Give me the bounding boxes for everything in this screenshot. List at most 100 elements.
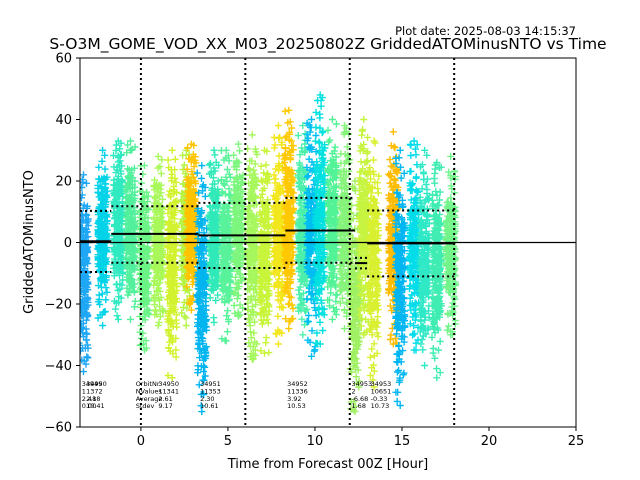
annotation-line: 10.61 [200, 402, 219, 410]
annotation-line: Stdev [136, 402, 155, 410]
y-tick-label: 60 [55, 52, 72, 67]
data-strip [256, 146, 273, 357]
annotation-line: 10.53 [287, 402, 306, 410]
stdev-lines [80, 196, 455, 278]
y-tick-label: −40 [45, 359, 72, 374]
annotation-line: 34953 [351, 380, 372, 388]
x-axis-title: Time from Forecast 00Z [Hour] [227, 457, 429, 472]
annotation-line: 34949 [82, 380, 103, 388]
orbit-annotation: 34950 1372 2.18 10.41 [86, 380, 107, 410]
data-strip [392, 146, 409, 409]
strip-points [336, 122, 353, 333]
data-strip [355, 116, 372, 339]
y-axis-title: GriddedATOMinusNTO [22, 170, 37, 314]
data-strip [428, 159, 445, 382]
strip-points [80, 171, 92, 376]
y-tick-label: 20 [55, 175, 72, 190]
orbit-annotation: 34949 1 2.48 0.00 [82, 380, 103, 410]
annotation-line: NValues [136, 387, 163, 395]
strip-points [217, 146, 235, 345]
y-axis: −60 −40 −20 0 20 40 60 [45, 52, 80, 436]
annotation-line: 1372 [86, 387, 103, 395]
annotation-line: 11336 [287, 387, 308, 395]
data-strip [94, 146, 111, 329]
strip-points [150, 152, 167, 329]
strip-points [94, 146, 111, 329]
annotation-line: 10.41 [86, 402, 105, 410]
data-strip [205, 146, 223, 326]
x-tick-label: 0 [137, 434, 145, 449]
data-strip [136, 162, 153, 354]
data-strip [122, 137, 139, 323]
annotation-line: 0.00 [82, 402, 96, 410]
strip-points [324, 116, 341, 323]
annotation-line: -6.68 [351, 395, 368, 403]
data-strip [217, 146, 235, 345]
annotation-line: 34950 [86, 380, 107, 388]
strip-points [428, 159, 445, 382]
x-tick-label: 15 [394, 434, 411, 449]
strip-points [311, 91, 329, 348]
annotation-line: -0.33 [371, 395, 388, 403]
strip-points [136, 162, 153, 354]
annotation-line: Average [136, 395, 163, 403]
x-tick-label: 5 [224, 434, 232, 449]
annotation-line: 34950 [158, 380, 179, 388]
strip-points [392, 146, 409, 409]
y-tick-label: −20 [45, 298, 72, 313]
annotation-line: 3.92 [287, 395, 301, 403]
strip-points [205, 146, 223, 326]
strip-points [183, 140, 200, 314]
annotation-line: 2.48 [82, 395, 96, 403]
data-strip [110, 137, 127, 323]
y-tick-label: 40 [55, 113, 72, 128]
strip-points [110, 137, 127, 323]
strip-points [122, 137, 139, 323]
data-strip [311, 91, 329, 348]
orbit-annotation: 34953 10651 -0.33 10.73 [371, 380, 392, 410]
data-strip [336, 122, 353, 333]
x-axis: 0 5 10 15 20 25 [137, 427, 585, 449]
strip-points [355, 116, 372, 339]
annotation-line: 34953 [371, 380, 392, 388]
annotation-line: 34951 [200, 380, 221, 388]
annotation-line: 2.61 [158, 395, 172, 403]
x-tick-label: 10 [307, 434, 324, 449]
annotation-line: 10651 [371, 387, 392, 395]
annotation-line: OrbitNr [136, 380, 160, 388]
y-tick-label: −60 [45, 421, 72, 436]
annotation-line: 11341 [158, 387, 179, 395]
data-strip [442, 152, 459, 339]
orbit-annotation: 34952 11336 3.92 10.53 [287, 380, 308, 410]
annotation-line: 2.30 [200, 395, 214, 403]
data-strip [80, 171, 92, 376]
annotation-line: 2.18 [86, 395, 100, 403]
orbit-annotation: 34950 11341 2.61 9.17 [158, 380, 179, 410]
strip-points [416, 146, 433, 369]
annotation-line: 10.73 [371, 402, 390, 410]
annotation-line: 9.17 [158, 402, 172, 410]
data-strip [150, 152, 167, 329]
strip-points [164, 146, 181, 382]
strip-points [256, 146, 273, 357]
orbit-annotation: 34951 11353 2.30 10.61 [200, 380, 221, 410]
annotation-line: 2 [351, 387, 355, 395]
strip-points [280, 106, 297, 333]
data-strip [416, 146, 433, 369]
forecast-boundaries [139, 58, 456, 427]
data-strip [280, 106, 297, 333]
data-strip [164, 146, 181, 382]
orbit-annotation: 34953 2 -6.68 1.68 [351, 380, 372, 410]
orbit-annotation: OrbitNr NValues Average Stdev [136, 380, 163, 410]
annotation-line: 1.68 [351, 402, 365, 410]
strip-points [405, 137, 423, 354]
y-tick-label: 0 [64, 236, 72, 251]
data-points [80, 91, 459, 416]
data-strip [230, 140, 247, 320]
strip-points [193, 162, 211, 416]
plot-date: Plot date: 2025-08-03 14:15:37 [395, 24, 576, 38]
x-tick-label: 20 [481, 434, 498, 449]
x-tick-label: 25 [568, 434, 585, 449]
data-strip [365, 137, 383, 391]
